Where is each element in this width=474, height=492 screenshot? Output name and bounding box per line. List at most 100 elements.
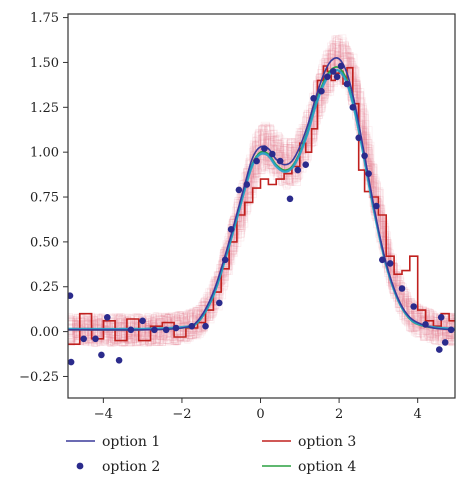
sample-trace — [68, 53, 455, 344]
y-tick-label: 1.00 — [30, 146, 59, 161]
data-point — [410, 303, 418, 310]
data-point — [310, 95, 317, 102]
legend: option 1 option 2 option 3 option 4 — [66, 434, 356, 475]
data-point — [235, 186, 243, 194]
data-point — [349, 104, 357, 111]
data-point — [216, 299, 223, 307]
legend-label-option-2: option 2 — [102, 459, 160, 475]
sample-trace — [68, 75, 455, 347]
sample-trace — [68, 58, 455, 346]
data-point — [80, 335, 87, 343]
sample-trace — [68, 42, 455, 346]
data-point — [172, 324, 180, 332]
data-point — [294, 166, 302, 174]
data-point — [202, 322, 209, 330]
data-point — [302, 161, 310, 168]
data-point — [436, 346, 443, 353]
data-point — [441, 339, 449, 346]
sample-trace — [68, 54, 455, 346]
plot-area — [68, 34, 455, 366]
y-tick-label: 0.50 — [30, 235, 59, 250]
sample-trace — [68, 48, 455, 344]
data-point — [437, 314, 445, 321]
data-point — [269, 150, 276, 158]
data-point — [253, 157, 260, 165]
sample-trace — [68, 50, 455, 345]
data-point — [68, 292, 74, 299]
x-tick-label: −4 — [94, 407, 113, 422]
sample-trace — [68, 49, 455, 347]
sample-trace — [68, 52, 455, 343]
sample-traces — [68, 34, 455, 347]
data-point — [92, 335, 99, 343]
data-point — [104, 314, 111, 321]
sample-trace — [68, 44, 455, 346]
data-point — [447, 326, 455, 334]
sample-trace — [68, 57, 455, 346]
data-point — [329, 68, 337, 75]
y-tick-label: 0.00 — [30, 325, 59, 340]
y-tick-label: −0.25 — [19, 370, 59, 385]
sample-trace — [68, 43, 455, 347]
plot-frame — [67, 13, 456, 399]
data-point — [398, 285, 406, 292]
y-tick-label: 1.50 — [30, 56, 59, 71]
data-point — [324, 73, 331, 81]
sample-trace — [68, 37, 455, 346]
data-point — [151, 326, 158, 334]
sample-trace — [68, 41, 455, 345]
data-point — [422, 321, 429, 328]
legend-label-option-3: option 3 — [298, 434, 356, 450]
sample-trace — [68, 54, 455, 346]
x-tick-label: −2 — [172, 407, 191, 422]
sample-trace — [68, 39, 455, 346]
x-tick-label: 0 — [256, 407, 264, 422]
data-point — [127, 326, 135, 334]
sample-trace — [68, 65, 455, 345]
sample-trace — [68, 52, 455, 347]
sample-trace — [68, 42, 455, 347]
legend-label-option-4: option 4 — [298, 459, 356, 475]
sample-trace — [68, 48, 455, 346]
sample-trace — [68, 50, 455, 346]
data-point — [365, 170, 372, 177]
sample-trace — [68, 45, 455, 345]
data-point — [261, 145, 268, 152]
data-point — [243, 181, 251, 188]
sample-trace — [68, 42, 455, 346]
data-point — [276, 157, 284, 165]
sample-trace — [68, 41, 455, 347]
x-tick-label: 2 — [335, 407, 343, 422]
data-point — [139, 317, 146, 325]
data-point — [333, 73, 341, 81]
data-point — [115, 357, 123, 364]
data-point — [227, 226, 235, 233]
data-point — [162, 326, 170, 334]
axis-ticks: −4 −2 0 2 4 −0.25 0.00 0.25 0.50 0.75 1.00 1.25 1.50… — [19, 11, 422, 422]
y-tick-label: 0.75 — [30, 191, 59, 206]
sample-trace — [68, 54, 455, 346]
data-point — [355, 134, 363, 142]
data-point — [221, 256, 229, 264]
data-point — [318, 87, 325, 95]
data-point — [361, 152, 368, 160]
y-tick-label: 0.25 — [30, 280, 59, 295]
y-tick-label: 1.25 — [30, 101, 59, 116]
series-option-2-points — [68, 62, 455, 366]
legend-label-option-1: option 1 — [102, 434, 160, 450]
sample-trace — [68, 42, 455, 346]
data-point — [98, 351, 105, 359]
data-point — [343, 80, 351, 88]
data-point — [386, 260, 394, 267]
sample-trace — [68, 35, 455, 346]
data-point — [286, 195, 294, 203]
data-point — [337, 62, 345, 70]
legend-swatch-option-2 — [76, 462, 84, 470]
data-point — [379, 256, 386, 264]
data-point — [373, 202, 380, 210]
sample-trace — [68, 46, 455, 347]
data-point — [188, 322, 196, 330]
sample-trace — [68, 58, 455, 346]
sample-trace — [68, 51, 455, 343]
